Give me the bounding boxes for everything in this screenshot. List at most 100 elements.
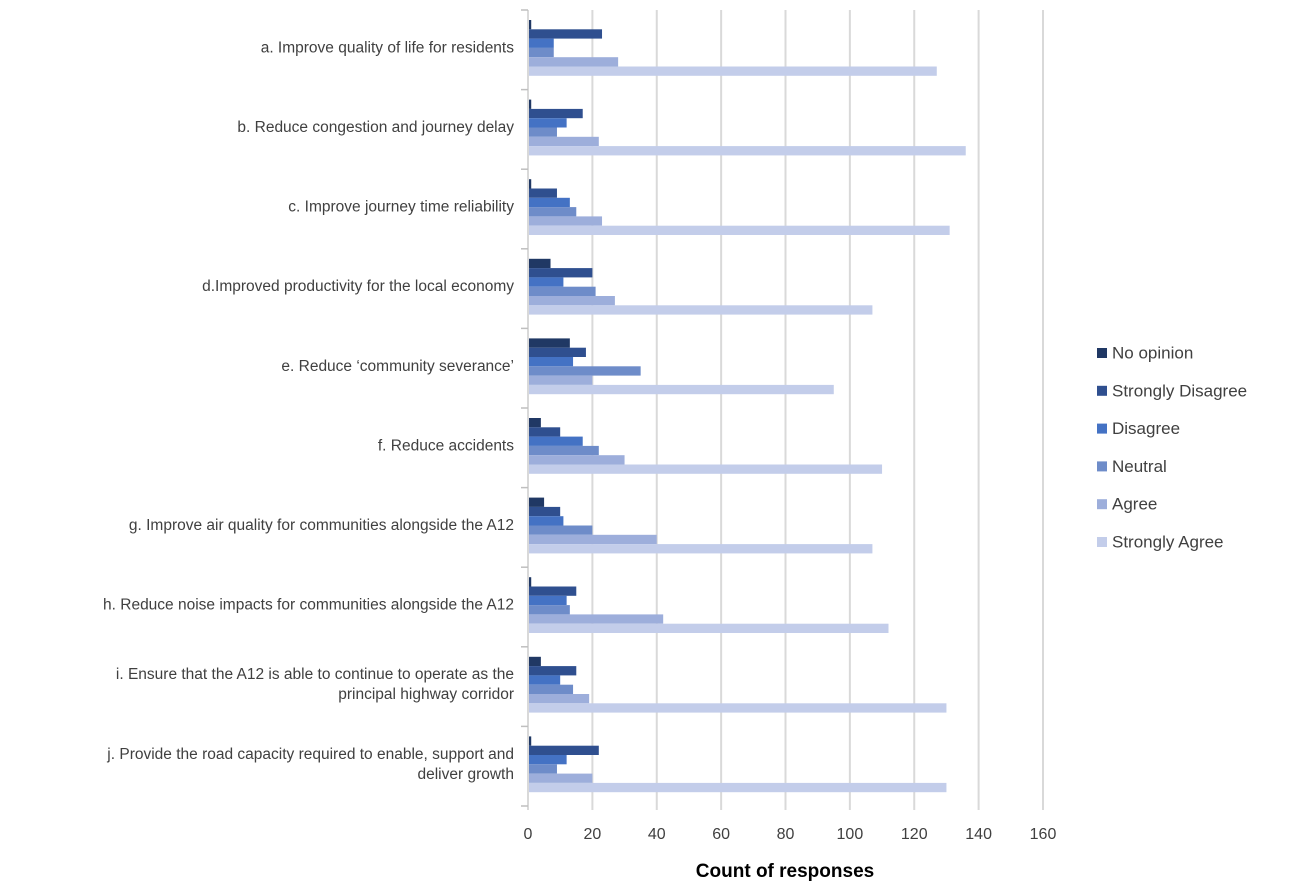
legend-label: Disagree (1112, 419, 1180, 438)
bar-disagree (528, 516, 564, 526)
bar-strongly-agree (528, 544, 873, 554)
bar-disagree (528, 197, 570, 208)
bar-strongly-agree (528, 225, 950, 235)
bar-strongly-agree (528, 384, 834, 395)
x-tick-label: 20 (583, 826, 601, 843)
legend-swatch (1097, 423, 1107, 434)
x-tick-labels: 0 20 40 60 80 100 120 140 160 (524, 826, 1057, 843)
legend-item: Disagree (1097, 419, 1180, 438)
legend-swatch (1097, 461, 1107, 472)
category-label: i. Ensure that the A12 is able to contin… (116, 666, 514, 683)
bar-agree (528, 375, 593, 385)
legend-item: Strongly Disagree (1097, 381, 1247, 400)
bar-disagree (528, 755, 567, 765)
category-label: c. Improve journey time reliability (288, 199, 514, 216)
category-label: h. Reduce noise impacts for communities … (103, 597, 514, 614)
bar-no-opinion (528, 338, 570, 348)
bar-neutral (528, 525, 593, 535)
bar-agree (528, 57, 619, 67)
bar-agree (528, 694, 590, 704)
bar-strongly-disagree (528, 586, 577, 596)
bar-agree (528, 216, 603, 226)
x-tick-label: 0 (524, 826, 533, 843)
legend-swatch (1097, 348, 1107, 358)
category-label: principal highway corridor (338, 686, 514, 703)
bar-agree (528, 296, 615, 306)
bar-strongly-disagree (528, 427, 561, 437)
bar-disagree (528, 118, 567, 128)
bar-no-opinion (528, 577, 532, 587)
bar-strongly-disagree (528, 188, 557, 198)
bar-neutral (528, 286, 596, 296)
category-label: j. Provide the road capacity required to… (106, 746, 514, 763)
bar-neutral (528, 366, 641, 376)
bar-strongly-agree (528, 782, 947, 793)
category-label: deliver growth (418, 766, 515, 783)
bar-strongly-disagree (528, 108, 583, 119)
x-tick-label: 120 (901, 826, 928, 843)
bar-strongly-agree (528, 464, 883, 474)
legend-item: No opinion (1097, 344, 1193, 363)
axes (521, 9, 529, 810)
bar-no-opinion (528, 20, 532, 30)
bar-neutral (528, 207, 577, 217)
category-label: f. Reduce accidents (378, 437, 514, 454)
category-label: b. Reduce congestion and journey delay (237, 119, 514, 136)
x-axis-title: Count of responses (696, 861, 874, 881)
bar-disagree (528, 675, 561, 685)
category-label: a. Improve quality of life for residents (261, 39, 515, 56)
bar-strongly-disagree (528, 268, 593, 278)
bar-neutral (528, 605, 570, 615)
category-labels: a. Improve quality of life for residents… (103, 39, 514, 782)
bar-neutral (528, 764, 557, 774)
bar-disagree (528, 436, 583, 446)
bar-strongly-disagree (528, 347, 586, 357)
bar-strongly-agree (528, 305, 873, 315)
legend-label: Strongly Agree (1112, 533, 1224, 552)
bar-agree (528, 773, 593, 783)
bar-no-opinion (528, 656, 541, 667)
legend: No opinion Strongly Disagree Disagree Neutr… (1097, 344, 1247, 552)
bar-strongly-agree (528, 623, 889, 633)
x-tick-label: 60 (712, 826, 730, 843)
legend-swatch (1097, 385, 1107, 396)
bar-strongly-disagree (528, 29, 603, 39)
legend-item: Strongly Agree (1097, 533, 1224, 552)
bar-disagree (528, 357, 574, 367)
bar-strongly-disagree (528, 666, 577, 676)
bar-agree (528, 614, 664, 624)
legend-label: Strongly Disagree (1112, 381, 1247, 400)
bar-neutral (528, 127, 557, 137)
bar-neutral (528, 684, 574, 694)
bar-strongly-disagree (528, 745, 599, 755)
bar-strongly-agree (528, 66, 937, 76)
legend-label: Agree (1112, 495, 1157, 514)
category-label: g. Improve air quality for communities a… (129, 517, 514, 534)
x-tick-label: 40 (648, 826, 666, 843)
category-label: e. Reduce ‘community severance’ (281, 358, 514, 375)
bar-strongly-disagree (528, 506, 561, 517)
bar-disagree (528, 38, 554, 48)
bar-neutral (528, 47, 554, 58)
x-tick-label: 100 (837, 826, 864, 843)
bar-no-opinion (528, 99, 532, 109)
bar-agree (528, 534, 657, 545)
legend-label: Neutral (1112, 457, 1167, 476)
legend-item: Agree (1097, 495, 1157, 514)
bar-disagree (528, 595, 567, 606)
bar-neutral (528, 445, 599, 456)
category-label: d.Improved productivity for the local ec… (202, 278, 514, 295)
bar-no-opinion (528, 497, 545, 507)
x-tick-label: 160 (1030, 826, 1057, 843)
bar-agree (528, 455, 625, 465)
x-tick-label: 80 (777, 826, 795, 843)
legend-label: No opinion (1112, 344, 1193, 363)
bars (528, 20, 966, 793)
bar-no-opinion (528, 258, 551, 269)
bar-agree (528, 136, 599, 147)
bar-no-opinion (528, 736, 532, 746)
bar-no-opinion (528, 179, 532, 189)
legend-swatch (1097, 499, 1107, 510)
bar-strongly-agree (528, 703, 947, 713)
